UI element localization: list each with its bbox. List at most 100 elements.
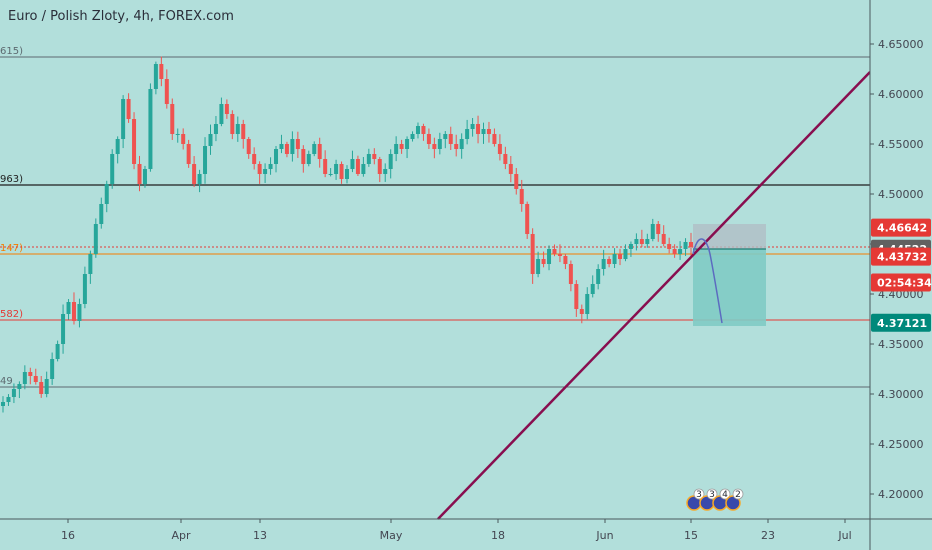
candle — [541, 259, 546, 264]
take-profit-zone — [693, 249, 766, 326]
candle — [394, 144, 399, 154]
candle — [421, 126, 426, 134]
y-tick-label: 4.55000 — [878, 138, 924, 151]
candle — [203, 146, 208, 174]
candle — [93, 224, 98, 254]
candle — [77, 304, 82, 321]
candle — [328, 174, 333, 175]
candle — [579, 309, 584, 314]
candle — [372, 154, 377, 159]
candle — [503, 154, 508, 164]
candle — [61, 314, 66, 344]
candle — [317, 144, 322, 159]
candle — [536, 259, 541, 274]
candle — [634, 239, 639, 244]
x-tick-label: 13 — [253, 529, 267, 542]
candle — [142, 169, 147, 184]
y-tick-label: 4.65000 — [878, 38, 924, 51]
candle — [334, 164, 339, 174]
level-label: 49 — [0, 376, 13, 387]
candle — [465, 129, 470, 139]
y-tick-label: 4.35000 — [878, 338, 924, 351]
level-label: 582) — [0, 309, 23, 320]
candle — [383, 169, 388, 174]
candle — [28, 372, 33, 376]
candle — [126, 99, 131, 119]
candle — [257, 164, 262, 174]
y-tick-label: 4.20000 — [878, 488, 924, 501]
candle — [197, 174, 202, 184]
price-tag-label: 02:54:34 — [877, 277, 932, 290]
price-tag — [871, 247, 931, 266]
candle — [295, 139, 300, 149]
stop-loss-zone — [693, 224, 766, 249]
candle — [104, 184, 109, 204]
x-tick-label: 23 — [761, 529, 775, 542]
candle — [44, 379, 49, 394]
chart-title: Euro / Polish Zloty, 4h, FOREX.com — [8, 9, 234, 24]
candle — [55, 344, 60, 359]
candle — [339, 164, 344, 179]
price-tag-label: 4.46642 — [877, 222, 927, 235]
candle — [563, 256, 568, 264]
trendline-segment — [437, 71, 871, 520]
candle — [164, 79, 169, 104]
candle — [22, 372, 27, 384]
candle — [361, 164, 366, 174]
candle — [71, 302, 76, 321]
candle — [110, 154, 115, 184]
candle — [137, 164, 142, 184]
candle — [476, 124, 481, 134]
candle — [454, 144, 459, 149]
trendline[interactable] — [437, 71, 871, 520]
candle — [596, 269, 601, 284]
y-tick-label: 4.50000 — [878, 188, 924, 201]
event-count: 2 — [735, 490, 741, 500]
candle — [656, 224, 661, 234]
candle — [192, 164, 197, 184]
candle — [224, 104, 229, 114]
candle — [312, 144, 317, 154]
price-tag — [871, 273, 931, 292]
candle — [607, 259, 612, 264]
candle — [618, 254, 623, 259]
candle — [33, 376, 38, 382]
candle — [508, 164, 513, 174]
candle — [552, 249, 557, 254]
candle — [683, 242, 688, 249]
candle — [574, 284, 579, 309]
candle — [399, 144, 404, 149]
candlestick-series — [1, 56, 693, 413]
candle — [470, 124, 475, 129]
candle — [230, 114, 235, 134]
candle — [274, 149, 279, 164]
candle — [11, 389, 16, 397]
candle — [1, 402, 5, 406]
candle — [667, 244, 672, 249]
candle — [547, 249, 552, 264]
candle — [601, 259, 606, 269]
candle — [481, 129, 486, 134]
candle — [678, 249, 683, 254]
candle — [628, 244, 633, 249]
candle — [492, 134, 497, 144]
level-label: 615) — [0, 46, 23, 57]
candle — [689, 242, 693, 247]
candle — [88, 254, 93, 274]
candle — [410, 134, 415, 139]
candle — [268, 164, 273, 169]
candle — [497, 144, 502, 154]
candle — [426, 134, 431, 144]
x-tick-label: Jun — [595, 529, 613, 542]
candle — [66, 302, 71, 314]
x-tick-label: Jul — [837, 529, 851, 542]
event-count-badge — [693, 488, 705, 500]
candle — [377, 159, 382, 174]
candle — [443, 134, 448, 139]
candle — [99, 204, 104, 224]
candle — [241, 124, 246, 139]
